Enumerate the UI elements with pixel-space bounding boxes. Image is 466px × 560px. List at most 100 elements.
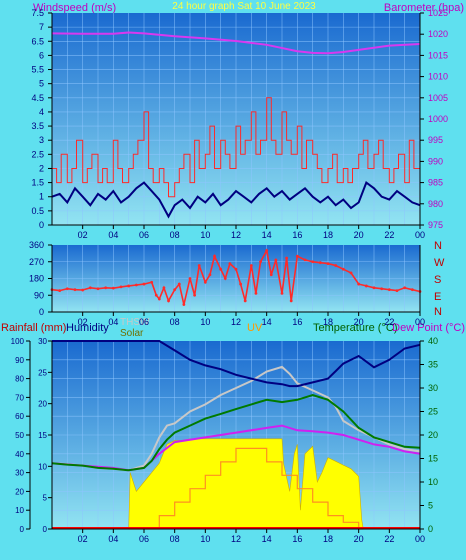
temperature-line: [51, 393, 421, 472]
windspeed-tick-13: 6.5: [31, 36, 44, 46]
windspeed-tick-3: 1.5: [31, 178, 44, 188]
windspeed-tick-2: 1: [39, 192, 44, 202]
barometer-tick-7: 1010: [428, 72, 448, 82]
dew-point-axis-label: Dew Point (°C): [392, 322, 465, 334]
wind-direction-point-21: [188, 277, 192, 280]
x-tick-label-2-3: 08: [170, 534, 180, 544]
wind-direction-point-5: [88, 286, 92, 290]
wind-direction-point-1: [58, 289, 62, 292]
wind-direction-point-34: [254, 291, 258, 295]
windspeed-tick-1: 0.5: [31, 206, 44, 216]
wind-direction-point-20: [182, 303, 186, 306]
humidity-tick-6: 60: [15, 412, 24, 421]
thsw-label: THSW: [120, 317, 150, 328]
barometer-axis-label: Barometer (hpa): [384, 2, 464, 14]
wind-direction-point-18: [173, 288, 177, 292]
temperature-tick-0: 0: [428, 524, 433, 534]
wind-direction-point-44: [311, 260, 315, 264]
temperature-tick-5: 25: [428, 407, 438, 417]
x-tick-label-2-8: 18: [323, 534, 333, 544]
windspeed-tick-5: 2.5: [31, 149, 44, 159]
temperature-tick-1: 5: [428, 501, 433, 511]
direction-tick-1: 90: [34, 290, 44, 300]
uv-label: UV: [247, 322, 263, 334]
wind-direction-point-2: [65, 287, 69, 291]
temperature-tick-7: 35: [428, 360, 438, 370]
rainfall-axis-label: Rainfall (mm): [1, 322, 66, 334]
wind-direction-point-36: [265, 249, 269, 252]
x-tick-label-0-8: 18: [323, 230, 333, 240]
wind-direction-point-40: [285, 256, 288, 260]
x-tick-label-1-5: 12: [231, 317, 241, 327]
x-tick-label-2-0: 02: [78, 534, 88, 544]
wind-direction-point-32: [243, 299, 247, 303]
temperature-axis-label: Temperature (°C): [313, 322, 397, 334]
rain-tick-5: 25: [38, 368, 47, 377]
rain-tick-2: 10: [38, 462, 47, 471]
x-tick-label-2-5: 12: [231, 534, 241, 544]
x-tick-label-0-6: 14: [262, 230, 272, 240]
x-tick-label-0-7: 16: [292, 230, 302, 240]
x-tick-label-2-10: 22: [384, 534, 394, 544]
x-tick-label-1-1: 04: [108, 317, 118, 327]
windspeed-tick-9: 4.5: [31, 93, 44, 103]
windspeed-tick-4: 2: [39, 163, 44, 173]
barometer-tick-2: 985: [428, 178, 443, 188]
x-tick-label-2-4: 10: [200, 534, 210, 544]
rain-tick-6: 30: [38, 337, 47, 346]
wind-direction-point-56: [403, 286, 407, 290]
x-tick-label-2-1: 04: [108, 534, 118, 544]
wind-direction-point-38: [274, 258, 278, 262]
barometer-line: [51, 31, 421, 55]
barometer-tick-8: 1015: [428, 50, 448, 60]
barometer-tick-3: 990: [428, 156, 443, 166]
humidity-tick-10: 100: [11, 337, 25, 346]
x-tick-label-1-7: 16: [292, 317, 302, 327]
wind-direction-point-19: [177, 282, 181, 286]
wind-direction-point-30: [234, 267, 238, 271]
windspeed-tick-12: 6: [39, 50, 44, 60]
x-tick-label-1-9: 20: [354, 317, 364, 327]
windspeed-tick-7: 3.5: [31, 121, 44, 131]
x-tick-label-1-11: 00: [415, 317, 425, 327]
wind-direction-point-55: [395, 289, 399, 292]
humidity-tick-5: 50: [15, 431, 24, 440]
wind-direction-point-42: [295, 254, 299, 258]
direction-label-1: W: [434, 257, 445, 269]
humidity-tick-4: 40: [15, 450, 24, 459]
wind-direction-point-28: [223, 277, 227, 280]
barometer-tick-1: 980: [428, 199, 443, 209]
x-tick-label-0-9: 20: [354, 230, 364, 240]
chart-title: 24 hour graph Sat 10 June 2023: [172, 1, 316, 12]
wind-direction-point-49: [349, 271, 353, 275]
x-tick-label-2-6: 14: [262, 534, 272, 544]
rain-tick-1: 5: [43, 494, 48, 503]
wind-direction-point-14: [154, 293, 158, 297]
wind-direction-point-11: [134, 283, 138, 287]
humidity-tick-3: 30: [15, 469, 24, 478]
x-tick-label-2-11: 00: [415, 534, 425, 544]
x-tick-label-1-0: 02: [78, 317, 88, 327]
wind-direction-point-3: [73, 288, 77, 292]
wind-direction-point-29: [228, 262, 232, 266]
wind-direction-point-31: [239, 282, 243, 286]
x-tick-label-0-5: 12: [231, 230, 241, 240]
humidity-tick-0: 0: [20, 525, 25, 534]
temperature-tick-8: 40: [428, 336, 438, 346]
windspeed-tick-8: 4: [39, 107, 44, 117]
humidity-tick-7: 70: [15, 393, 24, 402]
direction-label-2: S: [434, 274, 441, 286]
wind-direction-point-6: [96, 287, 100, 291]
rain-tick-0: 0: [43, 525, 48, 534]
humidity-line: [52, 340, 421, 388]
humidity-axis-label: Humidity: [66, 322, 109, 334]
wind-direction-point-15: [157, 297, 161, 301]
windspeed-tick-14: 7: [39, 22, 44, 32]
direction-tick-2: 180: [29, 274, 44, 284]
direction-tick-0: 0: [39, 307, 44, 317]
x-tick-label-0-1: 04: [108, 230, 118, 240]
wind-direction-point-7: [104, 286, 108, 290]
wind-direction-point-39: [280, 291, 284, 295]
wind-direction-point-23: [197, 264, 201, 267]
